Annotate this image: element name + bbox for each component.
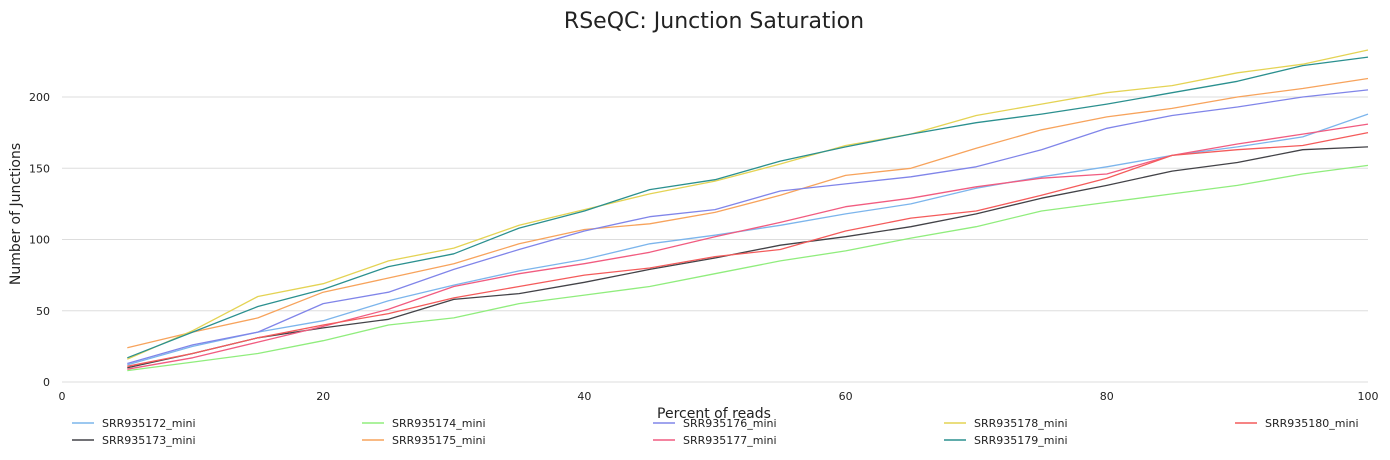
x-tick-label: 20 [316,390,330,403]
legend-item[interactable]: SRR935176_mini [653,417,777,430]
y-tick-label: 150 [29,162,50,175]
y-tick-label: 100 [29,234,50,247]
chart-title: RSeQC: Junction Saturation [564,9,864,34]
series-line-SRR935180_mini [127,131,1369,367]
x-tick-label: 40 [577,390,591,403]
legend-item[interactable]: SRR935179_mini [944,434,1068,447]
legend-item[interactable]: SRR935172_mini [72,417,196,430]
axes: 0 50 100 150 200 0 20 40 60 80 100 [29,91,1379,403]
x-tick-label: 100 [1358,390,1379,403]
x-tick-label: 60 [839,390,853,403]
legend-label: SRR935177_mini [683,434,777,447]
series-line-SRR935177_mini [127,123,1369,370]
series-line-SRR935173_mini [127,146,1369,369]
legend: SRR935172_mini SRR935173_mini SRR935174_mi… [72,417,1359,447]
legend-label: SRR935174_mini [392,417,486,430]
y-tick-label: 200 [29,91,50,104]
gridlines [62,96,1368,383]
legend-item[interactable]: SRR935180_mini [1235,417,1359,430]
legend-label: SRR935172_mini [102,417,196,430]
y-tick-label: 50 [36,305,50,318]
x-tick-label: 80 [1100,390,1114,403]
legend-label: SRR935173_mini [102,434,196,447]
legend-label: SRR935176_mini [683,417,777,430]
legend-item[interactable]: SRR935177_mini [653,434,777,447]
series-line-SRR935172_mini [127,113,1369,366]
legend-label: SRR935179_mini [974,434,1068,447]
legend-item[interactable]: SRR935173_mini [72,434,196,447]
x-axis-label: Percent of reads [657,406,771,422]
legend-item[interactable]: SRR935174_mini [362,417,486,430]
y-axis-label: Number of Junctions [8,143,24,285]
y-tick-label: 0 [43,376,50,389]
series-line-SRR935179_mini [127,56,1369,359]
series-line-SRR935178_mini [127,49,1369,360]
series-line-SRR935175_mini [127,77,1369,349]
legend-label: SRR935175_mini [392,434,486,447]
series-line-SRR935176_mini [127,89,1369,365]
legend-label: SRR935178_mini [974,417,1068,430]
legend-item[interactable]: SRR935178_mini [944,417,1068,430]
legend-label: SRR935180_mini [1265,417,1359,430]
series-lines [127,49,1369,372]
legend-item[interactable]: SRR935175_mini [362,434,486,447]
x-tick-label: 0 [59,390,66,403]
series-line-SRR935174_mini [127,164,1369,372]
